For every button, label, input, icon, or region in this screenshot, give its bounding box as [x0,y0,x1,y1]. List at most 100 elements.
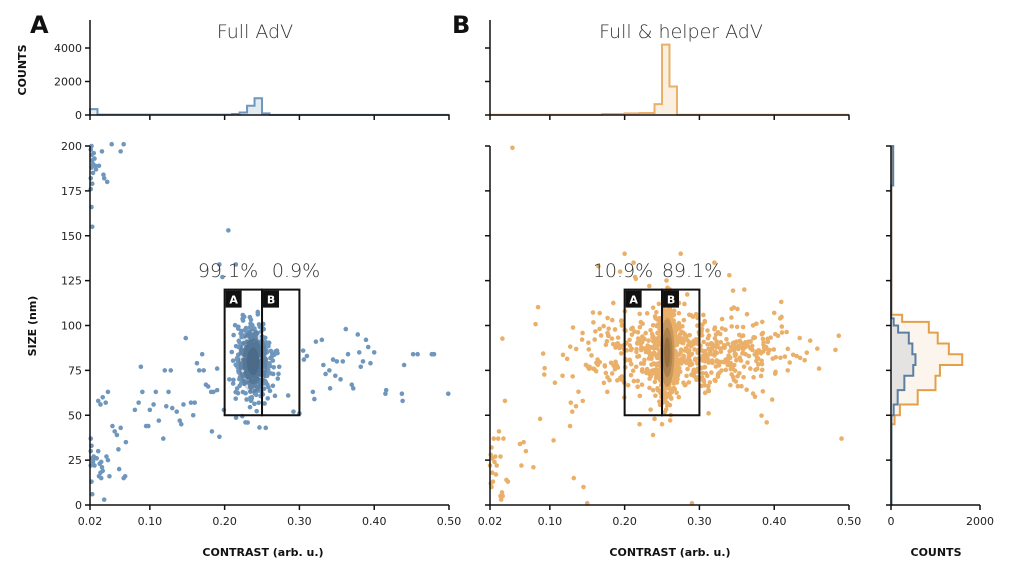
panel-a-scatter-point [244,380,250,385]
right-hist-x-tick-label: 0 [888,515,895,528]
panel-a-scatter-point [321,362,326,368]
panel-a-scatter-point [252,379,257,384]
panel-b-scatter-point [573,346,579,352]
panel-a-scatter-point [192,400,198,405]
panel-b-scatter-point [735,383,741,389]
panel-b-scatter-point [632,329,637,334]
panel-a-scatter-point [254,366,259,372]
panel-b-scatter-point [746,353,752,359]
panel-a-scatter-point [181,402,186,407]
panel-b-scatter-point [597,326,602,332]
panel-a-scatter-point [275,376,281,381]
panel-a-scatter-point [267,361,272,366]
panel-b-scatter-point [603,342,609,348]
panel-b-scatter-point [702,356,708,362]
panel-a-scatter-point [301,357,307,362]
panel-a-scatter-point [330,357,336,362]
panel-a-scatter-point [365,344,371,350]
panel-b-scatter-point [802,357,807,363]
panel-a-scatter-point [94,456,100,461]
panel-b-x-tick-label: 0.10 [538,515,563,528]
panel-a-scatter-point [250,322,255,328]
panel-b-gate-a-tag [625,290,642,308]
panel-b-scatter-point [491,436,497,441]
panel-b-scatter-point [719,316,725,322]
panel-a-scatter-point [214,387,220,393]
panel-b-scatter-point [713,378,718,384]
panel-b-scatter-point [712,349,718,355]
panel-b-gate-b-box [661,288,701,417]
panel-a-scatter-point [257,361,263,366]
panel-a-scatter-point [96,163,102,169]
panel-b-scatter-point [542,365,547,371]
panel-b-scatter-point [703,371,709,376]
panel-a-scatter-point [383,391,388,397]
panel-b-scatter-point [726,353,731,359]
panel-a-scatter-point [338,377,343,382]
panel-a-scatter-point [217,434,222,440]
panel-b-x-tick-label: 0.02 [478,515,503,528]
panel-b-scatter-point [657,320,662,326]
panel-b-scatter-point [597,310,603,316]
panel-b-scatter-point [501,436,506,441]
panel-b-scatter-point [502,398,508,404]
panel-a-scatter-point [160,436,166,441]
panel-a-gate-b-tag-label: B [267,294,275,307]
panel-b-x-tick-label: 0.40 [762,515,787,528]
panel-b-scatter-point [639,382,645,388]
panel-b-x-tick-label: 0.30 [687,515,712,528]
panel-b-scatter-point [537,416,543,422]
panel-b-scatter-point [702,364,708,370]
panel-b-scatter-point [677,332,683,337]
panel-a-scatter-point [256,322,262,327]
panel-b-scatter-point [707,380,713,385]
panel-b-scatter-point [673,340,679,345]
panel-b-scatter-point [648,407,653,412]
panel-b-scatter-point [634,341,640,346]
panel-b-scatter-point [729,324,735,329]
panel-b-scatter-point [601,323,606,329]
panel-b-scatter-point [759,319,765,325]
panel-b-scatter-point [729,306,734,312]
panel-b-scatter-point [706,388,712,394]
panel-a-top-hist-y-tick-label: 4000 [54,42,82,55]
panel-a-scatter-point [243,420,248,425]
panel-b-scatter-point [552,380,558,386]
panel-a-top-hist-y-tick-label: 0 [75,109,82,122]
panel-b-scatter-point [634,349,639,355]
panel-b-scatter-point [715,329,721,335]
panel-b-scatter-point [731,341,736,346]
panel-b-scatter-point [663,395,669,400]
panel-b-scatter-point [533,321,538,327]
panel-a-y-tick-label: 0 [75,499,82,512]
panel-b-scatter-point [713,364,719,369]
panel-a-density-core [242,338,264,385]
panel-b-scatter-point [706,411,711,416]
panel-a-x-tick-label: 0.30 [287,515,312,528]
panel-a-scatter-point [368,360,373,366]
panel-a-scatter-point [220,274,225,280]
panel-b-gate-a-tag-label: A [629,294,638,307]
panel-a-scatter-point [252,353,257,359]
panel-b-scatter-point [674,390,679,396]
panel-b-scatter-point [498,493,503,499]
right-hist-line-0 [890,145,964,506]
panel-b-scatter-point [778,355,783,361]
panel-a-scatter-point [199,351,205,357]
panel-a-density-core [238,329,268,393]
panel-a-scatter-point [244,371,249,377]
panel-b-scatter-point [560,352,566,358]
panel-b-scatter-point [673,374,679,380]
panel-b-scatter-point [667,370,673,375]
panel-a-scatter-point [89,181,95,186]
panel-a-scatter-point [233,262,239,267]
panel-a-scatter-point [112,429,117,434]
panel-b-scatter-point [602,364,608,369]
panel-a-scatter-point [248,379,253,384]
panel-b-scatter-point [631,260,636,265]
panel-b-scatter-point [693,311,699,317]
panel-b-scatter-point [740,333,746,338]
panel-b-scatter-point [663,344,668,349]
panel-b-scatter-point [748,339,753,344]
